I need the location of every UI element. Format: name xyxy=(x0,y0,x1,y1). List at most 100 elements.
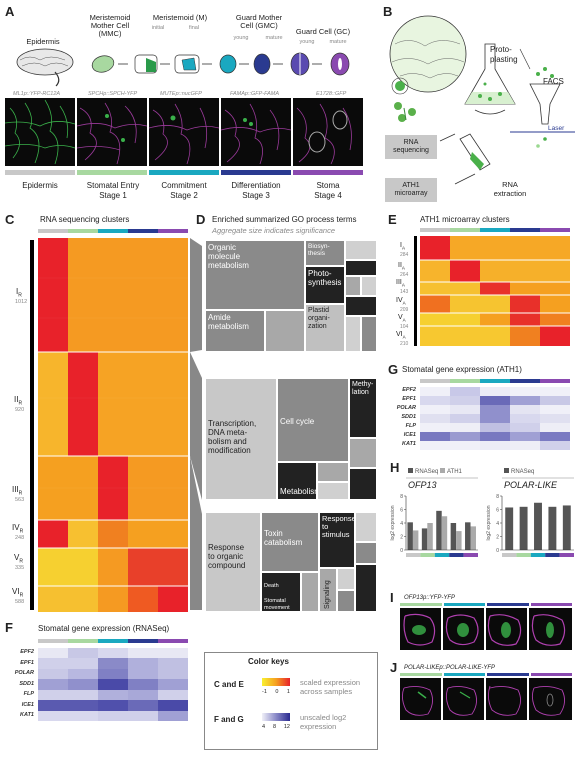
panel-j-label: POLAR-LIKEp::POLAR-LIKE-YFP xyxy=(404,665,496,671)
term-block xyxy=(337,590,355,612)
gene-label: EPF1 xyxy=(402,396,416,402)
treemap-3: Response to organic compound Toxin catab… xyxy=(205,512,377,612)
gene-label: EPF2 xyxy=(402,387,416,393)
stage-label-commitment-num: Stage 2 xyxy=(170,191,198,200)
protoplasting-label: Proto- plasting xyxy=(490,45,518,64)
term-block xyxy=(265,310,305,352)
stage-bar-commitment xyxy=(149,170,219,175)
panel-h-charts: RNASeq ATH1 OFP13 0 2 4 6 8 log2 expression RNASe… xyxy=(390,468,574,557)
cluster-c-4-name: IVR xyxy=(12,523,24,535)
term-cell-cycle: Cell cycle xyxy=(277,378,349,462)
tick: 1 xyxy=(286,689,290,695)
y-axis-label: log2 expression xyxy=(486,505,492,540)
cluster-e-6-count: 210 xyxy=(400,341,409,347)
marker-fama: FAMAp::GFP-FAMA xyxy=(230,91,279,97)
term-toxin-catabolism: Toxin catabolism xyxy=(261,512,319,572)
workflow-diagram xyxy=(389,15,575,185)
cluster-e-3-name: IIIA xyxy=(396,279,405,288)
color-key-2-gradient xyxy=(262,713,290,721)
stage-bar-epidermis xyxy=(5,170,75,175)
color-key-2-desc: unscaled log2 expression xyxy=(300,713,347,731)
stage-sub-mature: mature xyxy=(265,35,283,41)
gene-label: POLAR xyxy=(14,670,34,676)
ath1-heatmap xyxy=(420,236,570,346)
death-stomatal-block: Death Stomatal movement xyxy=(261,572,301,612)
gene-label: ICE1 xyxy=(403,432,416,438)
panel-label-e: E xyxy=(388,212,397,227)
panel-e-cluster-bracket xyxy=(414,236,417,346)
term-organic-molecule: Organic molecule metabolism xyxy=(205,240,305,310)
rna-sequencing-box: RNA sequencing xyxy=(385,135,437,159)
term-transcription: Transcription, DNA meta- bolism and modi… xyxy=(205,378,277,500)
cluster-e-6-name: VIA xyxy=(396,331,406,340)
cluster-e-5-name: VA xyxy=(398,314,406,323)
term-block xyxy=(317,462,349,482)
treemap-2: Transcription, DNA meta- bolism and modi… xyxy=(205,378,377,500)
term-block xyxy=(301,572,319,612)
panel-label-g: G xyxy=(388,362,399,377)
panel-label-i: I xyxy=(390,590,394,605)
stage-bar-stoma xyxy=(293,170,363,175)
shake-arrow-icon xyxy=(474,109,506,115)
stage-sub-gc-mature: mature xyxy=(329,39,347,45)
micrograph-strip-a xyxy=(5,98,363,166)
stage-label-entry: Stomatal Entry xyxy=(86,181,140,190)
rna-extraction-label: RNA extraction xyxy=(493,180,527,198)
bar xyxy=(441,516,448,550)
stage-color-tick xyxy=(530,553,546,557)
cluster-e-2-count: 264 xyxy=(400,272,409,278)
bar xyxy=(436,510,442,550)
term-block xyxy=(355,564,377,612)
gene-label: POLAR xyxy=(396,405,416,411)
color-key-2-label: F and G xyxy=(214,715,244,724)
tick: 8 xyxy=(272,724,276,730)
term-block xyxy=(345,260,377,276)
term-block xyxy=(345,240,377,260)
stage-color-tick xyxy=(559,553,574,557)
leaf-circle-icon xyxy=(389,15,467,95)
y-tick-label: 8 xyxy=(400,494,403,500)
bar xyxy=(505,507,514,550)
term-block xyxy=(345,316,361,352)
cluster-e-4-name: IVA xyxy=(396,297,406,306)
stage-label-entry-num: Stage 1 xyxy=(99,191,127,200)
panel-c-stage-bar xyxy=(38,229,188,233)
color-key-1-gradient xyxy=(262,678,290,686)
term-death: Death xyxy=(264,583,279,589)
bar xyxy=(519,506,528,550)
cluster-c-6-count: 588 xyxy=(15,599,25,605)
term-photosynthesis: Photo- synthesis xyxy=(305,266,345,304)
stage-label-stoma-num: Stage 4 xyxy=(314,191,342,200)
color-key-1-desc: scaled expression across samples xyxy=(300,678,361,696)
ath1-gene-heatmap xyxy=(420,387,570,450)
marker-spch: SPCHp::SPCH-YFP xyxy=(88,91,138,97)
gmc-young-icon xyxy=(219,54,237,74)
cluster-c-1-count: 1012 xyxy=(15,299,28,305)
panel-label-a: A xyxy=(5,4,15,19)
term-response-organic: Response to organic compound xyxy=(205,512,261,612)
legend-swatch xyxy=(408,468,413,473)
micrograph-stoma xyxy=(293,98,363,166)
y-tick-label: 6 xyxy=(496,508,499,514)
stage-color-tick xyxy=(434,553,450,557)
stage-color-tick xyxy=(502,553,517,557)
y-tick-label: 6 xyxy=(400,508,403,514)
cluster-e-1-count: 284 xyxy=(400,252,409,258)
legend-label: ATH1 xyxy=(447,469,463,475)
term-block xyxy=(337,568,355,590)
y-axis-label: log2 expression xyxy=(390,505,396,540)
chart-title: OFP13 xyxy=(408,480,437,490)
cluster-c-3-name: IIIR xyxy=(12,485,23,497)
cluster-e-5-count: 104 xyxy=(400,324,409,330)
gene-label: FLP xyxy=(405,423,416,429)
term-block xyxy=(345,296,377,316)
term-block xyxy=(355,542,377,564)
stage-sub-initial: initial xyxy=(151,25,165,31)
micrograph-j-3 xyxy=(486,678,527,720)
term-block xyxy=(349,438,377,468)
stage-label-differentiation-num: Stage 3 xyxy=(242,191,270,200)
bar xyxy=(548,506,557,550)
term-signaling: Signaling xyxy=(324,580,331,609)
panel-f-stage-bar xyxy=(38,639,188,643)
gene-label: SDD1 xyxy=(19,680,34,687)
